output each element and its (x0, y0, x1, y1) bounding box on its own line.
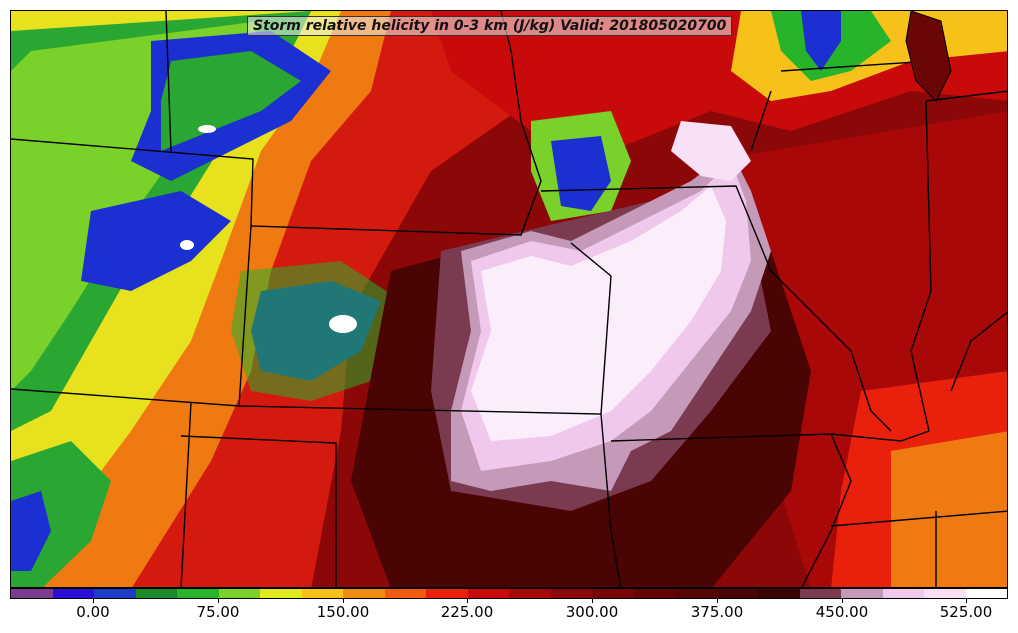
colorbar-tick (343, 599, 344, 603)
colorbar-segment (675, 589, 717, 598)
colorbar-tick-label: 300.00 (565, 603, 619, 621)
colorbar-segment (94, 589, 136, 598)
east-orange-zone (891, 431, 1007, 587)
colorbar-segment (924, 589, 966, 598)
colorbar-segment (426, 589, 468, 598)
south-west-blue (11, 491, 51, 571)
blue-band-mid (81, 191, 231, 291)
colorbar-tick (842, 599, 843, 603)
colorbar-tick (218, 599, 219, 603)
colorbar-segment (260, 589, 302, 598)
colorbar-segment (384, 589, 426, 598)
colorbar-segment (343, 589, 385, 598)
colorbar-ticks: 0.00 75.00 150.00 225.00 300.00 375.00 450.00 5… (10, 599, 1008, 629)
colorbar-tick-label: 450.00 (815, 603, 869, 621)
white-spot-north (198, 125, 216, 133)
colorbar-tick-label: 375.00 (690, 603, 744, 621)
map-frame: Storm relative helicity in 0-3 km (J/kg)… (10, 10, 1008, 588)
colorbar-segment (592, 589, 634, 598)
colorbar (10, 588, 1008, 599)
colorbar-segment (758, 589, 800, 598)
colorbar-tick-label: 525.00 (939, 603, 993, 621)
colorbar-tick-label: 225.00 (440, 603, 494, 621)
map-title: Storm relative helicity in 0-3 km (J/kg)… (247, 16, 733, 36)
green-patch-colorado (231, 261, 401, 401)
colorbar-segment (301, 589, 343, 598)
colorbar-tick-label: 75.00 (196, 603, 240, 621)
colorbar-segment (135, 589, 177, 598)
high-helicity-north (671, 121, 751, 181)
colorbar-tick (592, 599, 593, 603)
state-borders (11, 11, 1007, 587)
colorbar-segment (11, 589, 53, 598)
colorbar-segment (841, 589, 883, 598)
colorbar-segment (177, 589, 219, 598)
srh-map (11, 11, 1007, 587)
colorbar-segment (550, 589, 592, 598)
colorbar-segment (633, 589, 675, 598)
colorbar-tick (717, 599, 718, 603)
white-spot-colorado (329, 315, 357, 333)
colorbar-segment (52, 589, 94, 598)
colorbar-segment (965, 589, 1007, 598)
colorbar-segment (882, 589, 924, 598)
north-east-blue (801, 11, 841, 71)
high-helicity-core (471, 186, 726, 441)
colorbar-segment (509, 589, 551, 598)
colorbar-segment (716, 589, 758, 598)
colorbar-tick (966, 599, 967, 603)
colorbar-tick (467, 599, 468, 603)
white-spot-mid (180, 240, 194, 250)
colorbar-tick (93, 599, 94, 603)
colorbar-segment (799, 589, 841, 598)
lake-outline (905, 11, 952, 102)
colorbar-tick-label: 0.00 (76, 603, 110, 621)
green-patch-north (161, 51, 301, 151)
colorbar-segment (218, 589, 260, 598)
colorbar-tick-label: 150.00 (316, 603, 370, 621)
colorbar-segment (467, 589, 509, 598)
north-blue-cluster (551, 136, 611, 211)
